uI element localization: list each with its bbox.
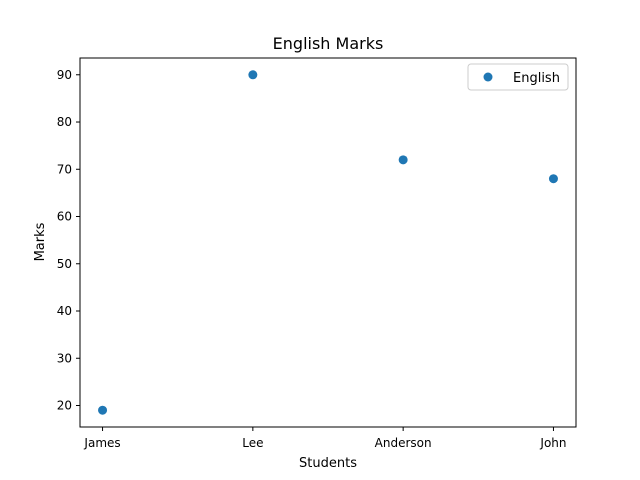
y-tick-label: 70 [57, 162, 72, 176]
y-tick-label: 90 [57, 68, 72, 82]
y-axis-label: Marks [33, 222, 48, 261]
x-tick-label: Lee [242, 436, 263, 450]
data-point [398, 155, 408, 165]
data-point [98, 405, 108, 415]
plot-area: James Lee Anderson John 20 30 40 50 60 70 80 90 [57, 57, 577, 450]
data-point [248, 70, 258, 80]
legend-box [467, 63, 569, 91]
chart-title: English Marks [273, 34, 384, 53]
y-tick-label: 30 [57, 351, 72, 365]
x-axis-label: Students [299, 456, 357, 471]
y-tick-label: 20 [57, 399, 72, 413]
x-tick-label: Anderson [375, 436, 432, 450]
x-tick-label: John [539, 436, 566, 450]
y-tick-label: 50 [57, 257, 72, 271]
legend-marker [483, 72, 493, 82]
data-point [548, 174, 558, 184]
x-tick-label: James [83, 436, 120, 450]
y-tick-label: 40 [57, 304, 72, 318]
legend-label: English [513, 71, 560, 86]
legend: English [467, 63, 569, 91]
y-tick-label: 60 [57, 210, 72, 224]
y-tick-label: 80 [57, 115, 72, 129]
plot-frame [79, 57, 577, 428]
